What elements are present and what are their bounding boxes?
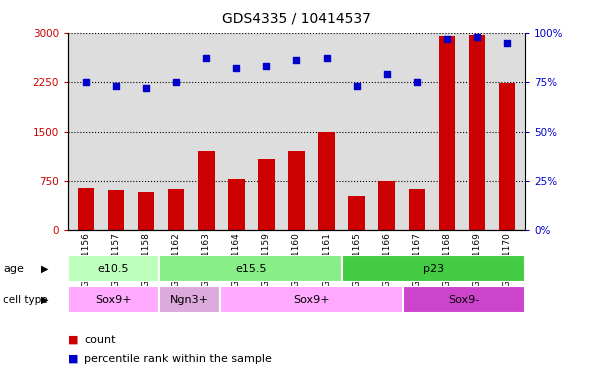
Point bbox=[352, 83, 361, 89]
Point bbox=[382, 71, 391, 77]
Point bbox=[142, 85, 151, 91]
Bar bbox=[318, 131, 335, 230]
Point bbox=[172, 79, 181, 85]
Text: Sox9-: Sox9- bbox=[448, 295, 480, 305]
Bar bbox=[78, 188, 94, 230]
Bar bbox=[499, 83, 515, 230]
Text: e15.5: e15.5 bbox=[235, 264, 267, 274]
Point bbox=[112, 83, 121, 89]
Bar bbox=[220, 286, 403, 313]
Point bbox=[262, 63, 271, 70]
Text: ■: ■ bbox=[68, 354, 78, 364]
Text: count: count bbox=[84, 335, 116, 345]
Bar bbox=[108, 190, 124, 230]
Point bbox=[412, 79, 421, 85]
Bar bbox=[348, 196, 365, 230]
Text: GDS4335 / 10414537: GDS4335 / 10414537 bbox=[222, 12, 371, 25]
Bar bbox=[68, 286, 159, 313]
Text: ▶: ▶ bbox=[41, 295, 48, 305]
Point bbox=[202, 55, 211, 61]
Bar bbox=[403, 286, 525, 313]
Text: cell type: cell type bbox=[3, 295, 48, 305]
Point bbox=[322, 55, 331, 61]
Text: ▶: ▶ bbox=[41, 264, 48, 274]
Text: p23: p23 bbox=[423, 264, 444, 274]
Bar bbox=[408, 189, 425, 230]
Text: percentile rank within the sample: percentile rank within the sample bbox=[84, 354, 272, 364]
Point bbox=[472, 33, 481, 40]
Bar bbox=[438, 36, 455, 230]
Bar bbox=[198, 151, 215, 230]
Bar bbox=[168, 189, 185, 230]
Text: e10.5: e10.5 bbox=[98, 264, 129, 274]
Point bbox=[232, 65, 241, 71]
Bar bbox=[228, 179, 245, 230]
Bar bbox=[68, 255, 159, 282]
Text: ■: ■ bbox=[68, 335, 78, 345]
Point bbox=[502, 40, 512, 46]
Bar bbox=[378, 181, 395, 230]
Bar bbox=[342, 255, 525, 282]
Bar bbox=[138, 192, 155, 230]
Text: Sox9+: Sox9+ bbox=[95, 295, 132, 305]
Text: Ngn3+: Ngn3+ bbox=[171, 295, 209, 305]
Point bbox=[442, 35, 451, 41]
Bar bbox=[159, 255, 342, 282]
Text: Sox9+: Sox9+ bbox=[293, 295, 330, 305]
Bar bbox=[159, 286, 220, 313]
Bar bbox=[288, 151, 305, 230]
Bar bbox=[468, 35, 485, 230]
Text: age: age bbox=[3, 264, 24, 274]
Point bbox=[292, 57, 301, 63]
Point bbox=[81, 79, 91, 85]
Bar bbox=[258, 159, 275, 230]
